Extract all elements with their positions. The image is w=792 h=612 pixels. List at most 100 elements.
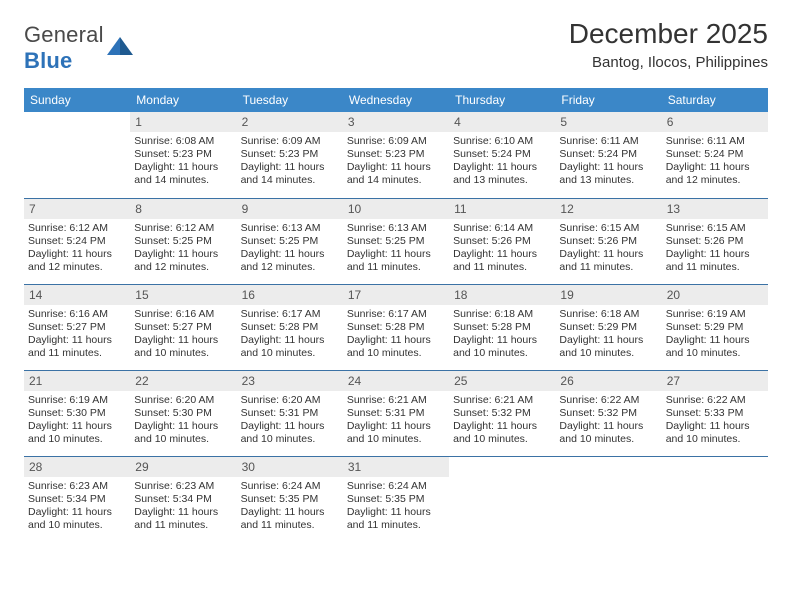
day-number: 28	[24, 457, 130, 477]
day-detail-text: Sunrise: 6:23 AMSunset: 5:34 PMDaylight:…	[134, 480, 232, 533]
day-number: 22	[130, 371, 236, 391]
weekday-header: Friday	[555, 88, 661, 112]
day-number: 30	[237, 457, 343, 477]
day-number: 17	[343, 285, 449, 305]
day-detail-text: Sunrise: 6:23 AMSunset: 5:34 PMDaylight:…	[28, 480, 126, 533]
calendar-day-cell: 20 Sunrise: 6:19 AMSunset: 5:29 PMDayligh…	[662, 284, 768, 370]
calendar-day-cell: 22 Sunrise: 6:20 AMSunset: 5:30 PMDayligh…	[130, 370, 236, 456]
day-number: 20	[662, 285, 768, 305]
day-number: 14	[24, 285, 130, 305]
calendar-day-cell: 28 Sunrise: 6:23 AMSunset: 5:34 PMDayligh…	[24, 456, 130, 542]
calendar-day-cell: 31Sunrise: 6:24 AMSunset: 5:35 PMDayligh…	[343, 456, 449, 542]
day-number: 29	[130, 457, 236, 477]
day-detail-text: Sunrise: 6:16 AMSunset: 5:27 PMDaylight:…	[28, 308, 126, 361]
day-number: 3	[343, 112, 449, 132]
day-detail-text: Sunrise: 6:24 AMSunset: 5:35 PMDaylight:…	[241, 480, 339, 533]
calendar-day-cell	[662, 456, 768, 542]
calendar-day-cell: 11Sunrise: 6:14 AMSunset: 5:26 PMDayligh…	[449, 198, 555, 284]
day-number: 13	[662, 199, 768, 219]
weekday-header-row: Sunday Monday Tuesday Wednesday Thursday…	[24, 88, 768, 112]
day-detail-text: Sunrise: 6:13 AMSunset: 5:25 PMDaylight:…	[241, 222, 339, 275]
day-detail-text: Sunrise: 6:11 AMSunset: 5:24 PMDaylight:…	[666, 135, 764, 188]
day-number: 8	[130, 199, 236, 219]
calendar-day-cell: 9 Sunrise: 6:13 AMSunset: 5:25 PMDaylight…	[237, 198, 343, 284]
day-detail-text: Sunrise: 6:18 AMSunset: 5:29 PMDaylight:…	[559, 308, 657, 361]
calendar-day-cell: 26 Sunrise: 6:22 AMSunset: 5:32 PMDayligh…	[555, 370, 661, 456]
day-number: 19	[555, 285, 661, 305]
day-detail-text: Sunrise: 6:12 AMSunset: 5:24 PMDaylight:…	[28, 222, 126, 275]
day-number: 6	[662, 112, 768, 132]
day-detail-text: Sunrise: 6:22 AMSunset: 5:32 PMDaylight:…	[559, 394, 657, 447]
calendar-day-cell: 3Sunrise: 6:09 AMSunset: 5:23 PMDaylight…	[343, 112, 449, 198]
logo-text: General Blue	[24, 22, 104, 74]
calendar-day-cell: 15Sunrise: 6:16 AMSunset: 5:27 PMDayligh…	[130, 284, 236, 370]
day-number: 27	[662, 371, 768, 391]
calendar-day-cell: 12 Sunrise: 6:15 AMSunset: 5:26 PMDayligh…	[555, 198, 661, 284]
day-detail-text: Sunrise: 6:18 AMSunset: 5:28 PMDaylight:…	[453, 308, 551, 361]
calendar-week-row: 1 Sunrise: 6:08 AMSunset: 5:23 PMDaylight…	[24, 112, 768, 198]
logo-word1: General	[24, 22, 104, 47]
header: General Blue December 2025 Bantog, Iloco…	[24, 18, 768, 74]
day-detail-text: Sunrise: 6:08 AMSunset: 5:23 PMDaylight:…	[134, 135, 232, 188]
day-detail-text: Sunrise: 6:22 AMSunset: 5:33 PMDaylight:…	[666, 394, 764, 447]
title-block: December 2025 Bantog, Ilocos, Philippine…	[569, 18, 768, 71]
day-detail-text: Sunrise: 6:17 AMSunset: 5:28 PMDaylight:…	[241, 308, 339, 361]
day-detail-text: Sunrise: 6:24 AMSunset: 5:35 PMDaylight:…	[347, 480, 445, 533]
page-subtitle: Bantog, Ilocos, Philippines	[569, 54, 768, 71]
day-detail-text: Sunrise: 6:19 AMSunset: 5:30 PMDaylight:…	[28, 394, 126, 447]
day-detail-text: Sunrise: 6:20 AMSunset: 5:30 PMDaylight:…	[134, 394, 232, 447]
day-number: 15	[130, 285, 236, 305]
day-number: 7	[24, 199, 130, 219]
day-number: 1	[130, 112, 236, 132]
day-number: 5	[555, 112, 661, 132]
day-detail-text: Sunrise: 6:17 AMSunset: 5:28 PMDaylight:…	[347, 308, 445, 361]
calendar-day-cell: 8 Sunrise: 6:12 AMSunset: 5:25 PMDaylight…	[130, 198, 236, 284]
day-detail-text: Sunrise: 6:10 AMSunset: 5:24 PMDaylight:…	[453, 135, 551, 188]
day-detail-text: Sunrise: 6:21 AMSunset: 5:31 PMDaylight:…	[347, 394, 445, 447]
day-detail-text: Sunrise: 6:15 AMSunset: 5:26 PMDaylight:…	[559, 222, 657, 275]
calendar-day-cell: 18 Sunrise: 6:18 AMSunset: 5:28 PMDayligh…	[449, 284, 555, 370]
day-number: 10	[343, 199, 449, 219]
day-detail-text: Sunrise: 6:15 AMSunset: 5:26 PMDaylight:…	[666, 222, 764, 275]
calendar-day-cell: 19 Sunrise: 6:18 AMSunset: 5:29 PMDayligh…	[555, 284, 661, 370]
calendar-day-cell: 4 Sunrise: 6:10 AMSunset: 5:24 PMDaylight…	[449, 112, 555, 198]
calendar-day-cell: 7 Sunrise: 6:12 AMSunset: 5:24 PMDaylight…	[24, 198, 130, 284]
calendar-day-cell: 1 Sunrise: 6:08 AMSunset: 5:23 PMDaylight…	[130, 112, 236, 198]
day-number: 24	[343, 371, 449, 391]
calendar-day-cell: 6 Sunrise: 6:11 AMSunset: 5:24 PMDaylight…	[662, 112, 768, 198]
day-detail-text: Sunrise: 6:12 AMSunset: 5:25 PMDaylight:…	[134, 222, 232, 275]
calendar-day-cell: 29 Sunrise: 6:23 AMSunset: 5:34 PMDayligh…	[130, 456, 236, 542]
day-detail-text: Sunrise: 6:09 AMSunset: 5:23 PMDaylight:…	[241, 135, 339, 188]
day-number: 26	[555, 371, 661, 391]
calendar-day-cell: 17 Sunrise: 6:17 AMSunset: 5:28 PMDayligh…	[343, 284, 449, 370]
calendar-day-cell: 2 Sunrise: 6:09 AMSunset: 5:23 PMDaylight…	[237, 112, 343, 198]
day-number: 12	[555, 199, 661, 219]
page-title: December 2025	[569, 18, 768, 50]
day-number: 2	[237, 112, 343, 132]
day-number: 18	[449, 285, 555, 305]
day-number: 9	[237, 199, 343, 219]
day-number: 4	[449, 112, 555, 132]
calendar-day-cell: 27 Sunrise: 6:22 AMSunset: 5:33 PMDayligh…	[662, 370, 768, 456]
calendar-day-cell: 21Sunrise: 6:19 AMSunset: 5:30 PMDayligh…	[24, 370, 130, 456]
day-number: 23	[237, 371, 343, 391]
day-detail-text: Sunrise: 6:19 AMSunset: 5:29 PMDaylight:…	[666, 308, 764, 361]
day-number: 16	[237, 285, 343, 305]
day-detail-text: Sunrise: 6:20 AMSunset: 5:31 PMDaylight:…	[241, 394, 339, 447]
calendar-day-cell: 14 Sunrise: 6:16 AMSunset: 5:27 PMDayligh…	[24, 284, 130, 370]
weekday-header: Monday	[130, 88, 236, 112]
calendar-day-cell: 5 Sunrise: 6:11 AMSunset: 5:24 PMDaylight…	[555, 112, 661, 198]
logo: General Blue	[24, 22, 133, 74]
calendar-day-cell	[24, 112, 130, 198]
weekday-header: Saturday	[662, 88, 768, 112]
calendar-day-cell: 30 Sunrise: 6:24 AMSunset: 5:35 PMDayligh…	[237, 456, 343, 542]
weekday-header: Tuesday	[237, 88, 343, 112]
calendar-day-cell	[449, 456, 555, 542]
day-detail-text: Sunrise: 6:11 AMSunset: 5:24 PMDaylight:…	[559, 135, 657, 188]
calendar-day-cell: 24 Sunrise: 6:21 AMSunset: 5:31 PMDayligh…	[343, 370, 449, 456]
weekday-header: Sunday	[24, 88, 130, 112]
calendar-day-cell	[555, 456, 661, 542]
day-detail-text: Sunrise: 6:13 AMSunset: 5:25 PMDaylight:…	[347, 222, 445, 275]
calendar-day-cell: 23 Sunrise: 6:20 AMSunset: 5:31 PMDayligh…	[237, 370, 343, 456]
calendar-day-cell: 16 Sunrise: 6:17 AMSunset: 5:28 PMDayligh…	[237, 284, 343, 370]
